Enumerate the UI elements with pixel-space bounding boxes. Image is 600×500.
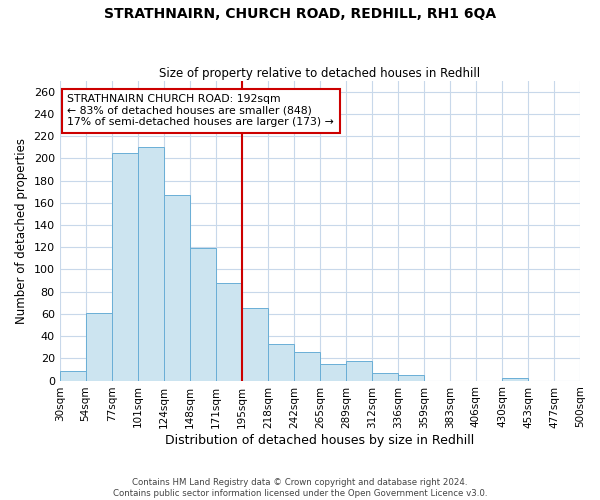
X-axis label: Distribution of detached houses by size in Redhill: Distribution of detached houses by size …: [165, 434, 475, 448]
Bar: [112, 153, 138, 380]
Bar: [242, 308, 268, 380]
Bar: [138, 148, 164, 380]
Bar: [268, 344, 294, 381]
Y-axis label: Number of detached properties: Number of detached properties: [15, 138, 28, 324]
Bar: [320, 364, 346, 380]
Bar: [346, 360, 372, 380]
Bar: [398, 375, 424, 380]
Title: Size of property relative to detached houses in Redhill: Size of property relative to detached ho…: [159, 66, 481, 80]
Bar: [372, 373, 398, 380]
Bar: [216, 283, 242, 380]
Bar: [190, 248, 216, 380]
Bar: [59, 370, 86, 380]
Text: Contains HM Land Registry data © Crown copyright and database right 2024.
Contai: Contains HM Land Registry data © Crown c…: [113, 478, 487, 498]
Bar: [502, 378, 528, 380]
Text: STRATHNAIRN CHURCH ROAD: 192sqm
← 83% of detached houses are smaller (848)
17% o: STRATHNAIRN CHURCH ROAD: 192sqm ← 83% of…: [67, 94, 334, 127]
Bar: [294, 352, 320, 380]
Bar: [86, 313, 112, 380]
Bar: [164, 195, 190, 380]
Text: STRATHNAIRN, CHURCH ROAD, REDHILL, RH1 6QA: STRATHNAIRN, CHURCH ROAD, REDHILL, RH1 6…: [104, 8, 496, 22]
